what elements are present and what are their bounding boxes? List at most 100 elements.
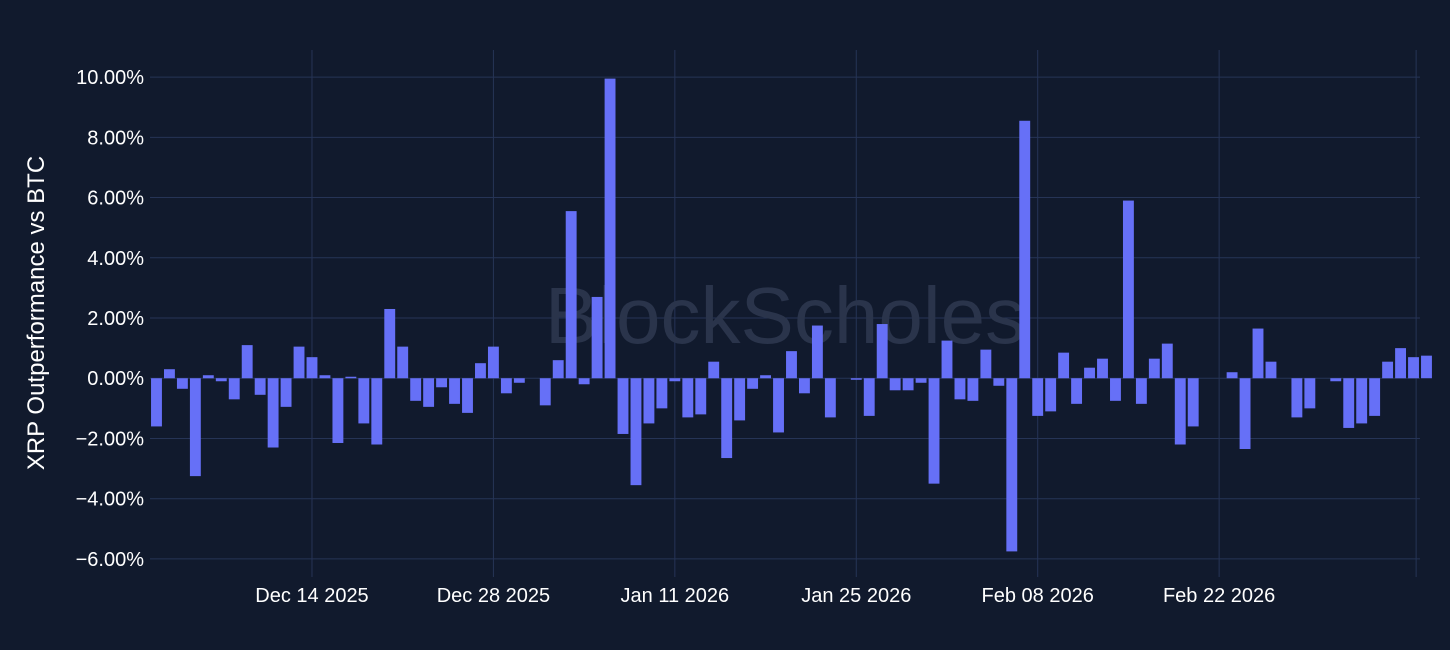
bar (902, 378, 914, 391)
y-tick-label: −6.00% (76, 549, 145, 571)
bar (1019, 120, 1031, 379)
bar (1084, 367, 1095, 379)
bar (552, 360, 564, 379)
x-axis-ticks: Dec 14 2025 Dec 28 2025 Jan 11 2026 Jan 25 … (255, 585, 1275, 607)
bar (578, 378, 590, 385)
bar (773, 378, 784, 433)
bar (708, 361, 720, 379)
bar (228, 378, 240, 400)
bar (1382, 361, 1394, 379)
bar (1097, 358, 1108, 379)
bar (202, 375, 214, 379)
y-tick-label: 8.00% (87, 127, 144, 149)
bar (1187, 378, 1199, 427)
bar (747, 378, 759, 389)
bar (1252, 328, 1264, 379)
bar (1369, 378, 1381, 416)
bar (786, 351, 797, 379)
bar (215, 378, 227, 382)
bar (850, 378, 862, 380)
bar (656, 378, 668, 409)
bar (915, 378, 927, 383)
bar (967, 378, 979, 401)
bar (682, 378, 694, 418)
bar (889, 378, 901, 391)
bar (798, 378, 810, 394)
x-tick-label: Dec 28 2025 (437, 585, 550, 607)
bar (500, 378, 512, 394)
bar (1330, 378, 1342, 382)
bar (513, 378, 525, 383)
x-tick-label: Jan 11 2026 (621, 585, 730, 607)
bar (436, 378, 448, 388)
bar (1291, 378, 1303, 418)
x-tick-label: Feb 22 2026 (1163, 585, 1275, 607)
bar (293, 346, 305, 379)
bar (1239, 378, 1251, 450)
y-tick-label: −2.00% (76, 428, 145, 450)
bar (863, 378, 875, 416)
y-tick-label: 6.00% (87, 188, 144, 210)
bar (669, 378, 681, 382)
bar (345, 376, 357, 379)
bar (189, 378, 201, 477)
bar (384, 308, 396, 379)
bar (980, 349, 992, 379)
y-tick-label: −4.00% (76, 489, 145, 511)
x-tick-label: Feb 08 2026 (982, 585, 1094, 607)
bar (695, 378, 707, 415)
bar (1226, 372, 1238, 379)
bar (604, 78, 616, 379)
watermark: BlockScholes (545, 271, 1025, 360)
bar (643, 378, 655, 424)
bar (1032, 378, 1044, 416)
bar (1174, 378, 1186, 445)
y-axis-ticks: −6.00% −4.00% −2.00% 0.00% 2.00% 4.00% 6.00% 8.… (76, 67, 145, 571)
bar (241, 345, 253, 379)
bar (565, 211, 577, 379)
bar (591, 296, 603, 379)
bar (267, 378, 279, 448)
bar (306, 357, 318, 379)
bar (397, 346, 409, 379)
bar (487, 346, 499, 379)
bar (1148, 358, 1160, 379)
bar (734, 378, 746, 421)
bar (876, 324, 888, 379)
y-tick-label: 2.00% (87, 308, 144, 330)
bar (824, 378, 836, 418)
y-tick-label: 0.00% (87, 368, 144, 390)
bar (462, 378, 473, 413)
bar (539, 378, 551, 406)
bar (811, 325, 823, 379)
bar (280, 378, 292, 407)
bar (1071, 378, 1083, 404)
bar (1161, 343, 1173, 379)
bar (1006, 378, 1018, 552)
bar (176, 378, 188, 389)
bar (993, 378, 1005, 386)
grid (150, 50, 1420, 577)
bar (630, 378, 642, 486)
y-tick-label: 10.00% (76, 67, 144, 89)
bar (721, 378, 733, 459)
bar (1395, 348, 1407, 379)
x-tick-label: Dec 14 2025 (255, 585, 368, 607)
bar (954, 378, 966, 400)
bar (332, 378, 344, 443)
bar (1356, 378, 1368, 424)
bar (1421, 355, 1432, 379)
bar (475, 363, 486, 379)
y-tick-label: 4.00% (87, 248, 144, 270)
bar (1304, 378, 1316, 409)
bar (151, 378, 162, 427)
bar (423, 378, 435, 407)
bar (1058, 352, 1070, 379)
bar (1110, 378, 1121, 401)
bar (1343, 378, 1355, 428)
bar (1265, 361, 1277, 379)
bar (1122, 200, 1134, 379)
x-tick-label: Jan 25 2026 (801, 585, 911, 607)
bar (760, 375, 772, 379)
